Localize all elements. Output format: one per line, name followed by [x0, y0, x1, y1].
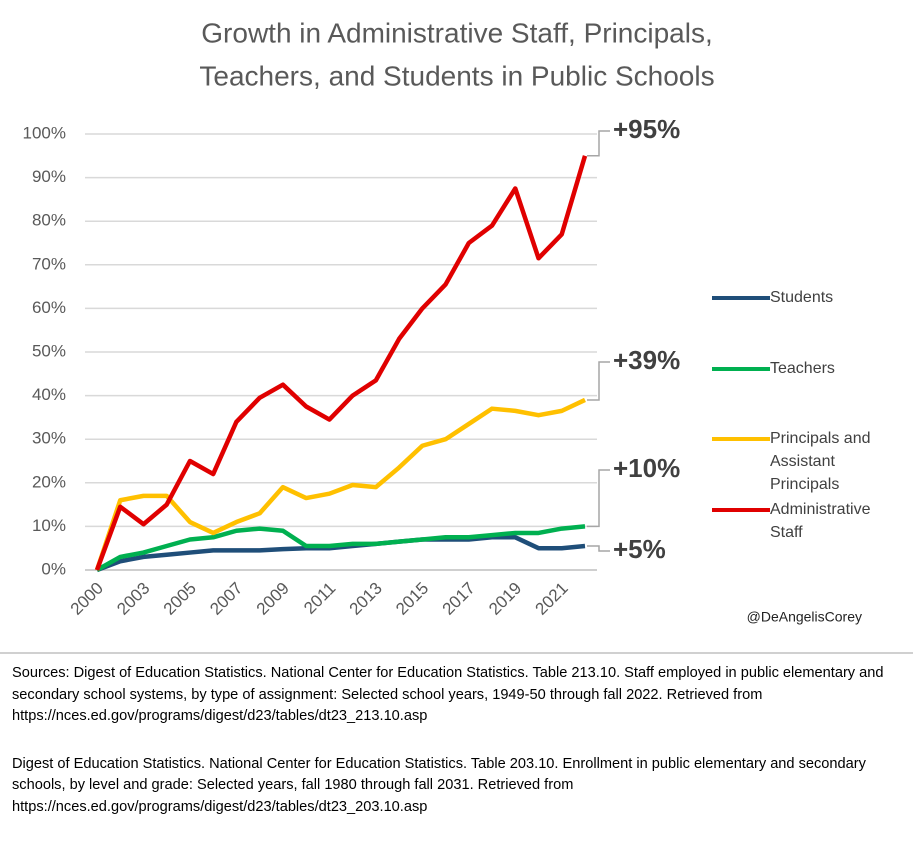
- annotation: +39%: [613, 345, 680, 375]
- annotation: +5%: [613, 534, 666, 564]
- legend-label: Principals and Assistant Principals: [770, 430, 871, 493]
- source-text: Sources: Digest of Education Statistics.…: [12, 665, 884, 724]
- y-tick-label: 30%: [32, 429, 66, 448]
- annotation: +10%: [613, 453, 680, 483]
- legend-swatch: [712, 437, 770, 441]
- y-tick-label: 20%: [32, 472, 66, 491]
- series-line: [96, 535, 586, 573]
- separator: [0, 652, 913, 654]
- chart-title: Growth in Administrative Staff, Principa…: [201, 17, 712, 48]
- legend-swatch: [712, 508, 770, 512]
- chart-title: Teachers, and Students in Public Schools: [199, 60, 714, 91]
- sources: Sources: Digest of Education Statistics.…: [12, 663, 910, 844]
- annotation: +95%: [613, 114, 680, 144]
- x-tick-label: 2019: [485, 579, 525, 619]
- y-tick-label: 50%: [32, 341, 66, 360]
- legend-item: Teachers: [712, 359, 895, 380]
- source-text: Digest of Education Statistics. National…: [12, 755, 866, 815]
- series-line: [94, 155, 588, 571]
- y-tick-label: 10%: [32, 516, 66, 535]
- x-tick-label: 2003: [113, 579, 153, 619]
- x-tick-label: 2005: [160, 579, 200, 619]
- annotation-leader: [587, 361, 610, 401]
- y-tick-label: 70%: [32, 254, 66, 273]
- x-tick-label: 2015: [392, 579, 432, 619]
- y-tick-label: 40%: [32, 385, 66, 404]
- x-tick-label: 2000: [67, 579, 107, 619]
- legend-swatch: [712, 367, 770, 371]
- y-tick-label: 60%: [32, 298, 66, 317]
- annotation-leader: [587, 469, 610, 528]
- y-tick-label: 80%: [32, 211, 66, 230]
- credit: @DeAngelisCorey: [747, 609, 862, 625]
- series-line: [95, 524, 586, 572]
- y-tick-label: 0%: [41, 559, 66, 578]
- legend-label: Students: [770, 289, 834, 306]
- legend-item: Principals and Assistant Principals: [712, 429, 895, 496]
- x-tick-label: 2021: [532, 579, 572, 619]
- annotation-leader: [587, 545, 610, 552]
- series-line: [94, 397, 586, 571]
- legend-swatch: [712, 296, 770, 300]
- legend-item: Administrative Staff: [712, 500, 895, 544]
- x-tick-label: 2009: [253, 579, 293, 619]
- x-tick-label: 2017: [439, 579, 479, 619]
- y-tick-label: 90%: [32, 167, 66, 186]
- chart: Growth in Administrative Staff, Principa…: [23, 17, 862, 625]
- x-tick-label: 2007: [206, 579, 246, 619]
- x-tick-label: 2013: [346, 579, 386, 619]
- annotation-leader: [587, 130, 610, 157]
- y-tick-label: 100%: [23, 123, 66, 142]
- legend-item: Students: [712, 288, 895, 309]
- legend-label: Teachers: [770, 360, 835, 377]
- legend-label: Administrative Staff: [770, 501, 871, 541]
- x-tick-label: 2011: [300, 579, 339, 618]
